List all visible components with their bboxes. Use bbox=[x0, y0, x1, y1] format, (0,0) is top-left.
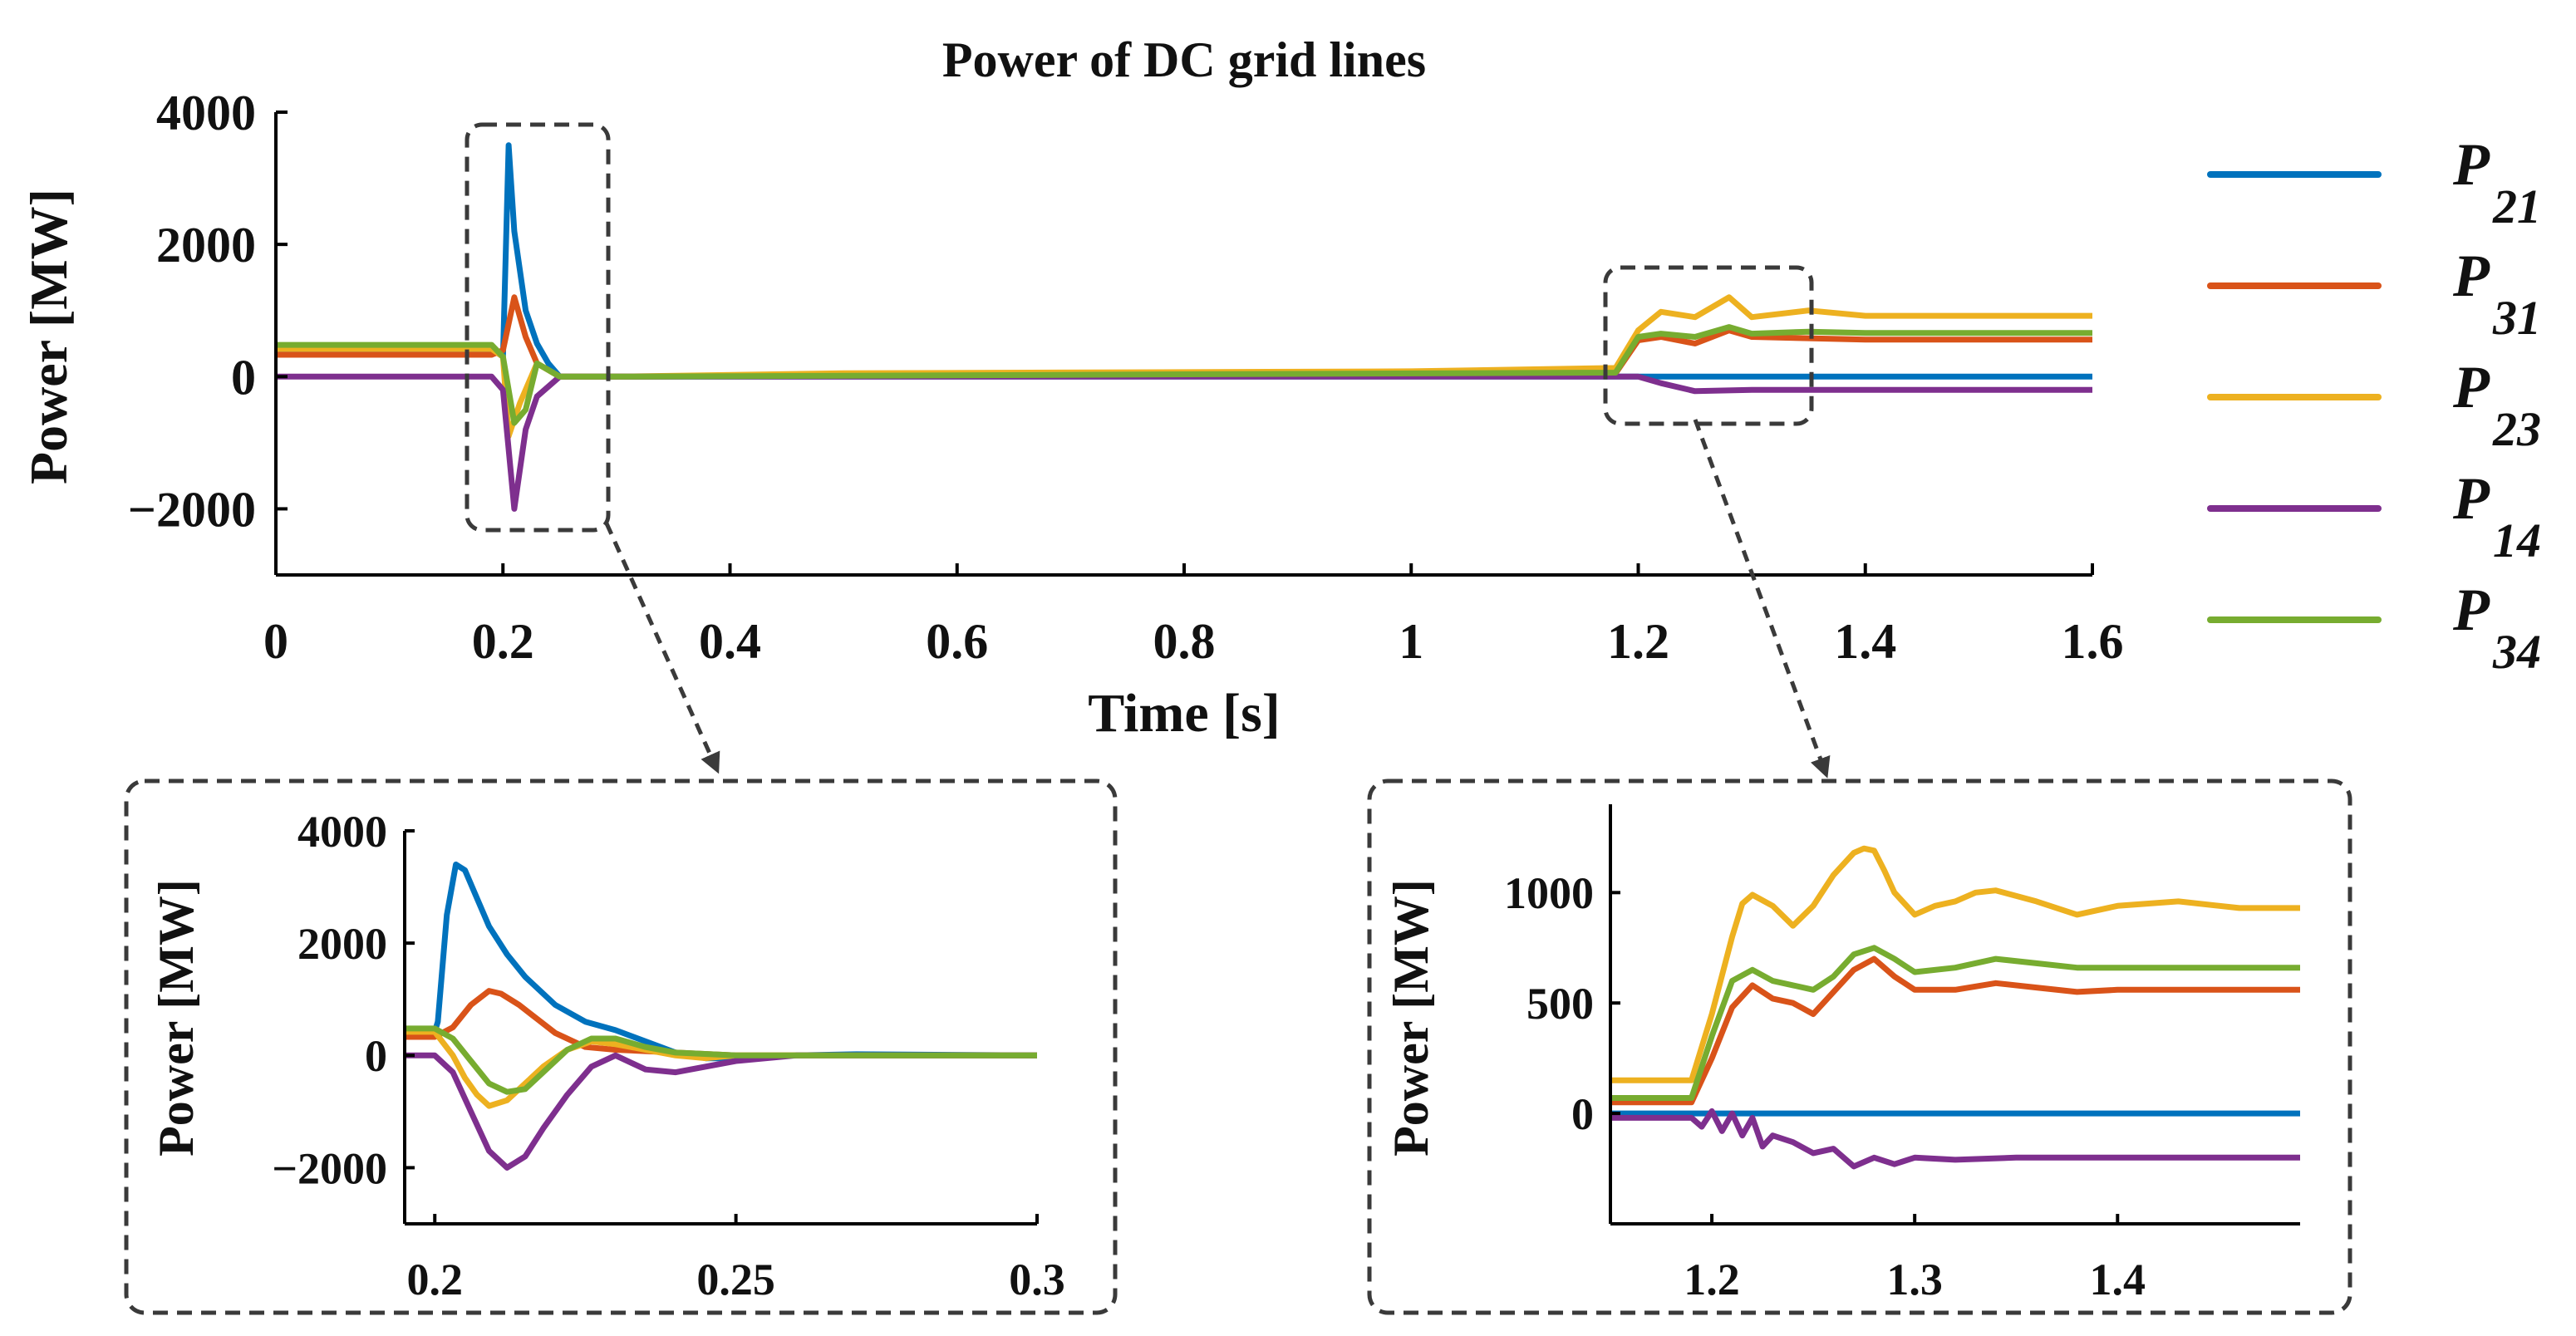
main-x-tick-label: 0 bbox=[263, 614, 288, 669]
main-x-tick-label: 1 bbox=[1399, 614, 1423, 669]
inset-left-frame bbox=[124, 779, 1118, 1315]
inset-left-y-tick-label: 4000 bbox=[297, 807, 387, 857]
legend-sub-p31: 31 bbox=[2492, 291, 2541, 345]
legend-label-p31: P bbox=[2452, 243, 2490, 309]
inset-left-y-tick-label: −2000 bbox=[272, 1143, 387, 1193]
inset-right-series-p14 bbox=[1610, 1108, 2300, 1170]
main-x-tick-label: 0.2 bbox=[472, 614, 534, 669]
main-series-p34 bbox=[276, 324, 2092, 426]
main-chart: Power of DC grid lines 0 0.2 0.4 0.6 0.8 1 1.2… bbox=[19, 32, 2124, 744]
main-y-tick-label: 0 bbox=[231, 350, 256, 405]
inset-right-y-tick-label: 0 bbox=[1571, 1089, 1594, 1139]
main-x-tick-label: 1.2 bbox=[1607, 614, 1669, 669]
inset-left-x-tick-label: 0.25 bbox=[696, 1255, 775, 1304]
inset-right-y-tick-label: 500 bbox=[1526, 979, 1594, 1029]
inset-left-series-p21 bbox=[405, 862, 1037, 1062]
inset-left-y-tick-label: 0 bbox=[365, 1031, 387, 1081]
zoom-arrow-right bbox=[1693, 419, 1831, 779]
inset-left-series-p14 bbox=[405, 1052, 1037, 1171]
inset-right-x-tick-label: 1.3 bbox=[1886, 1255, 1943, 1304]
main-x-tick-label: 0.4 bbox=[699, 614, 761, 669]
legend-sub-p14: 14 bbox=[2493, 513, 2541, 567]
inset-right-chart: 1.2 1.3 1.4 0 500 1000 Power [MW] bbox=[1367, 779, 2352, 1315]
main-plot-area bbox=[276, 142, 2092, 512]
main-title: Power of DC grid lines bbox=[942, 32, 1426, 87]
main-x-tick-label: 1.4 bbox=[1834, 614, 1896, 669]
inset-right-plot-area bbox=[1610, 845, 2300, 1170]
main-series-p21 bbox=[276, 142, 2092, 380]
legend-sub-p34: 34 bbox=[2492, 625, 2541, 679]
inset-left-x-tick-label: 0.3 bbox=[1009, 1255, 1065, 1304]
inset-right-series-p34 bbox=[1610, 945, 2300, 1101]
main-y-tick-label: 2000 bbox=[156, 218, 256, 273]
inset-right-series-p31 bbox=[1610, 955, 2300, 1106]
zoom-arrow-left bbox=[604, 522, 720, 774]
legend-sub-p21: 21 bbox=[2492, 179, 2541, 233]
legend-label-p21: P bbox=[2452, 131, 2490, 198]
zoom-box-right bbox=[1603, 265, 1814, 426]
inset-right-y-axis-label: Power [MW] bbox=[1384, 879, 1438, 1157]
inset-left-y-axis-label: Power [MW] bbox=[149, 879, 204, 1157]
main-series-p14 bbox=[276, 373, 2092, 512]
main-y-tick-label: 4000 bbox=[156, 86, 256, 140]
inset-right-frame bbox=[1367, 779, 2352, 1315]
inset-left-chart: 0.2 0.25 0.3 −2000 0 2000 4000 Power [MW] bbox=[124, 779, 1118, 1315]
inset-left-x-tick-label: 0.2 bbox=[406, 1255, 463, 1304]
inset-left-series-p34 bbox=[405, 1025, 1037, 1095]
legend-label-p34: P bbox=[2452, 577, 2490, 643]
inset-left-series-p31 bbox=[405, 988, 1037, 1058]
legend-sub-p23: 23 bbox=[2492, 402, 2541, 456]
inset-left-series-p23 bbox=[405, 1029, 1037, 1109]
main-x-tick-label: 0.8 bbox=[1153, 614, 1216, 669]
inset-left-plot-area bbox=[405, 862, 1037, 1171]
inset-left-axes: 0.2 0.25 0.3 −2000 0 2000 4000 bbox=[272, 807, 1065, 1304]
zoom-box-left bbox=[465, 122, 611, 533]
inset-left-y-tick-label: 2000 bbox=[297, 919, 387, 969]
main-y-tick-label: −2000 bbox=[128, 482, 256, 537]
inset-right-axes: 1.2 1.3 1.4 0 500 1000 bbox=[1504, 804, 2300, 1304]
inset-right-x-tick-label: 1.4 bbox=[2090, 1255, 2146, 1304]
main-x-tick-label: 1.6 bbox=[2062, 614, 2124, 669]
main-x-axis-label: Time [s] bbox=[1088, 683, 1281, 744]
inset-right-series-p23 bbox=[1610, 845, 2300, 1083]
inset-right-x-tick-label: 1.2 bbox=[1684, 1255, 1740, 1304]
legend-label-p14: P bbox=[2452, 465, 2490, 532]
main-axes: 0 0.2 0.4 0.6 0.8 1 1.2 1.4 1.6 −2000 0 2000 4000 bbox=[128, 86, 2124, 669]
legend-label-p23: P bbox=[2452, 354, 2490, 420]
main-y-axis-label: Power [MW] bbox=[19, 189, 78, 484]
inset-right-y-tick-label: 1000 bbox=[1504, 868, 1594, 918]
main-x-tick-label: 0.6 bbox=[926, 614, 988, 669]
